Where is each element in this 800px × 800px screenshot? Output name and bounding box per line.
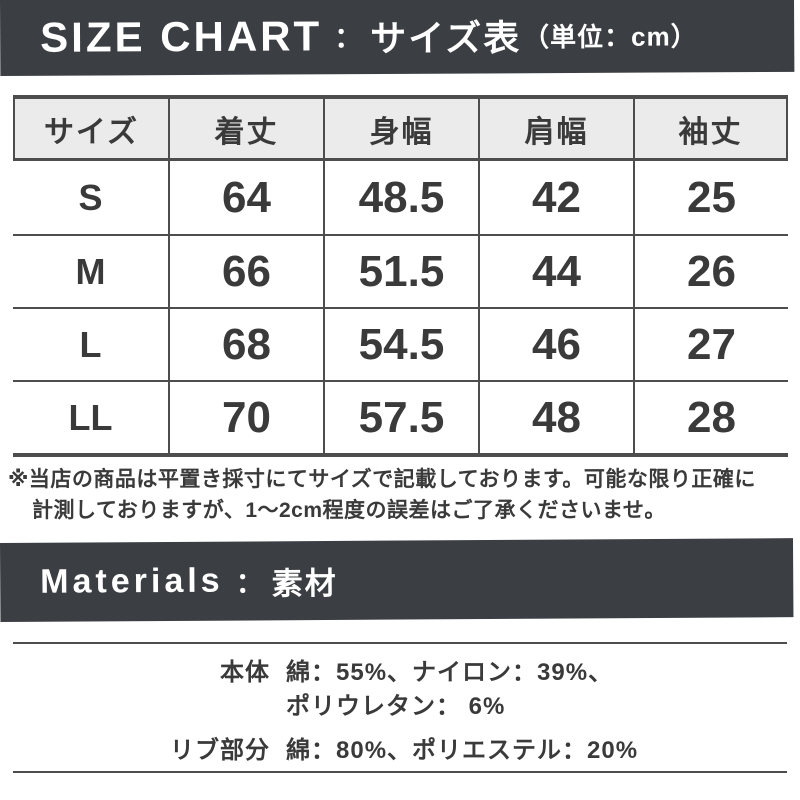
material-label: 本体 bbox=[220, 659, 270, 686]
header-cell-shoulder-width: 肩幅 bbox=[478, 99, 633, 161]
materials-details: 本体 綿：55%、ナイロン：39%、 ポリウレタン： 6% リブ部分 綿：80%… bbox=[13, 642, 787, 773]
size-label-m: M bbox=[13, 234, 168, 307]
size-table: サイズ 着丈 身幅 肩幅 袖丈 S 64 48.5 42 25 M 66 51.… bbox=[13, 95, 788, 457]
measurement-cell: 48.5 bbox=[323, 161, 478, 234]
size-chart-title-en: SIZE CHART bbox=[40, 12, 323, 61]
measurement-cell: 28 bbox=[633, 380, 788, 453]
measurement-cell: 44 bbox=[478, 234, 633, 307]
measurement-cell: 46 bbox=[478, 307, 633, 380]
size-chart-title-ja: サイズ表 bbox=[370, 17, 522, 60]
measurement-cell: 54.5 bbox=[323, 307, 478, 380]
measurement-cell: 48 bbox=[478, 380, 633, 453]
header-cell-size: サイズ bbox=[13, 99, 168, 161]
size-label-s: S bbox=[78, 176, 103, 218]
size-label-l: L bbox=[13, 307, 168, 380]
measurement-cell: 66 bbox=[168, 234, 323, 307]
size-label-ll: LL bbox=[13, 380, 168, 453]
materials-banner: Materials ： 素材 bbox=[0, 538, 794, 622]
measurement-cell: 27 bbox=[633, 307, 788, 380]
material-row-rib: リブ部分 綿：80%、ポリエステル：20% bbox=[13, 734, 787, 768]
measurement-cell: 42 bbox=[478, 161, 633, 234]
size-chart-banner: SIZE CHART ： サイズ表 （単位：cm） bbox=[0, 0, 795, 76]
measurement-cell: 51.5 bbox=[323, 234, 478, 307]
measurement-cell: 70 bbox=[168, 380, 323, 453]
material-composition: 綿：55%、ナイロン：39%、 ポリウレタン： 6% bbox=[286, 656, 613, 724]
materials-title-ja: 素材 bbox=[271, 565, 338, 602]
measurement-cell: 68 bbox=[168, 307, 323, 380]
measurement-cell: 57.5 bbox=[323, 380, 478, 453]
measurement-note-line2: 計測しておりますが、1〜2cm程度の誤差はご了承くださいませ。 bbox=[32, 499, 666, 522]
size-chart-title-separator: ： bbox=[334, 22, 363, 54]
material-composition-line1: 綿：80%、ポリエステル：20% bbox=[286, 737, 639, 764]
header-cell-body-length: 着丈 bbox=[168, 99, 323, 161]
measurement-cell: 64 bbox=[168, 161, 323, 234]
material-composition-line1: 綿：55%、ナイロン：39%、 bbox=[286, 659, 614, 686]
material-composition-line2: ポリウレタン： 6% bbox=[286, 693, 506, 720]
header-cell-body-width: 身幅 bbox=[323, 99, 478, 161]
measurement-cell: 26 bbox=[633, 234, 788, 307]
measurement-note: ※当店の商品は平置き採寸にてサイズで記載しております。可能な限り正確に 計測して… bbox=[8, 464, 796, 526]
measurement-note-line1: ※当店の商品は平置き採寸にてサイズで記載しております。可能な限り正確に bbox=[8, 468, 756, 491]
material-label: リブ部分 bbox=[170, 737, 270, 764]
material-row-body: 本体 綿：55%、ナイロン：39%、 ポリウレタン： 6% bbox=[13, 656, 787, 724]
header-cell-sleeve-length: 袖丈 bbox=[633, 99, 788, 161]
materials-title-separator: ： bbox=[235, 566, 264, 599]
material-composition: 綿：80%、ポリエステル：20% bbox=[286, 734, 638, 768]
materials-title-en: Materials bbox=[40, 561, 224, 601]
size-chart-unit-label: （単位：cm） bbox=[523, 20, 698, 52]
measurement-cell: 25 bbox=[633, 161, 788, 234]
